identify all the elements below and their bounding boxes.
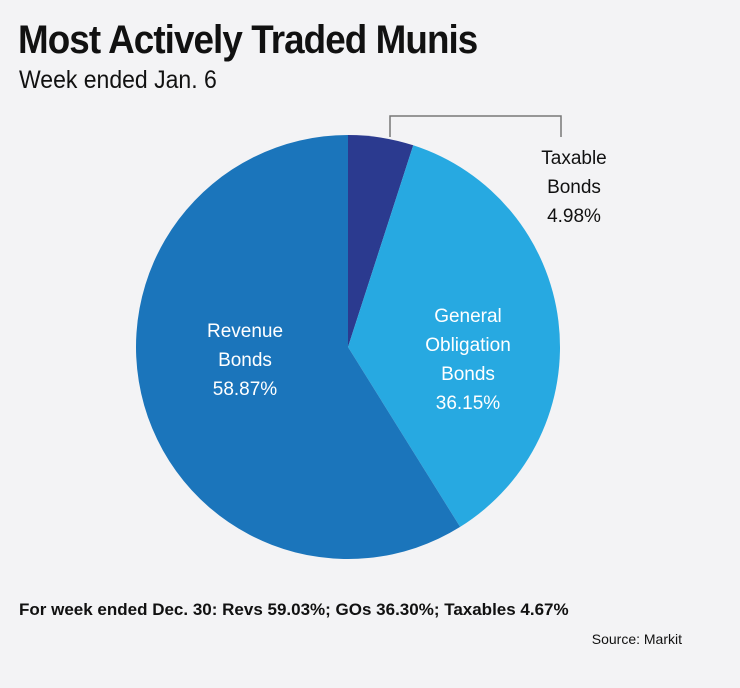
pie-chart: Taxable Bonds 4.98% General Obligation Bonds 3… (136, 115, 607, 559)
slice-value-revenue-bonds: 58.87% (213, 379, 278, 400)
taxable-callout-line (389, 115, 562, 137)
slice-name-taxable-bonds: Bonds (547, 177, 601, 198)
prior-week-footnote: For week ended Dec. 30: Revs 59.03%; GOs… (19, 600, 569, 619)
chart-title: Most Actively Traded Munis (18, 18, 478, 62)
slice-name-general-obligation-bonds: General (434, 306, 502, 327)
slice-label-general-obligation-bonds: General Obligation Bonds 36.15% (425, 306, 511, 414)
source-note: Source: Markit (591, 631, 682, 647)
slice-name-revenue-bonds: Bonds (218, 350, 272, 371)
slice-name-general-obligation-bonds: Bonds (441, 364, 495, 385)
slice-name-revenue-bonds: Revenue (207, 321, 283, 342)
chart-subtitle: Week ended Jan. 6 (19, 66, 217, 94)
slice-name-taxable-bonds: Taxable (541, 148, 607, 169)
pie-slice-taxable-bonds (348, 135, 414, 347)
pie-slice-general-obligation-bonds (348, 145, 560, 527)
slice-label-taxable-bonds: Taxable Bonds 4.98% (541, 148, 607, 227)
slice-label-revenue-bonds: Revenue Bonds 58.87% (207, 321, 283, 400)
slice-value-general-obligation-bonds: 36.15% (436, 393, 501, 414)
slice-name-general-obligation-bonds: Obligation (425, 335, 511, 356)
pie-slice-revenue-bonds (136, 135, 461, 559)
slice-value-taxable-bonds: 4.98% (547, 206, 601, 227)
